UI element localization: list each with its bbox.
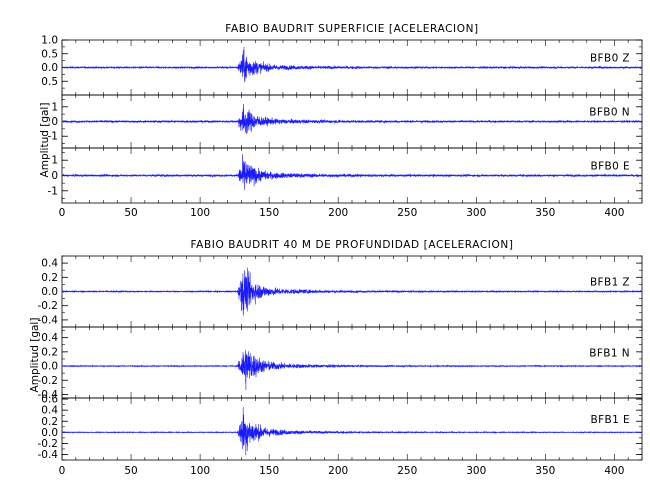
- x-tick-label: 200: [328, 465, 348, 477]
- x-tick-label: 100: [190, 207, 210, 219]
- x-tick-label: 200: [328, 207, 348, 219]
- panel-bfb1-e: -0.4-0.20.00.20.40.6 BFB1 E: [38, 394, 643, 461]
- panel-frame: [61, 326, 643, 399]
- x-tick-label: 300: [466, 465, 486, 477]
- x-tick-label: 150: [259, 465, 279, 477]
- x-tick-label: 0: [59, 207, 66, 219]
- y-tick-label: -1: [48, 131, 58, 143]
- y-tick-label: 0.4: [41, 258, 58, 270]
- waveform-bfb1-z: [61, 267, 643, 316]
- y-tick-label: 0.5: [41, 76, 58, 88]
- x-tick-label: 50: [124, 207, 137, 219]
- chart-title: FABIO BAUDRIT SUPERFICIE [ACELERACION]: [225, 23, 478, 35]
- y-tick-label: 0.0: [41, 62, 58, 74]
- y-tick-label: 0.4: [41, 332, 58, 344]
- y-tick-label: 0.6: [41, 394, 58, 406]
- panel-bfb1-n: -0.4 -0.2 0.0 0.2 0.4 BFB1 N: [38, 326, 643, 401]
- y-tick-label: 1.0: [41, 35, 58, 47]
- x-tick-label: 300: [466, 207, 486, 219]
- waveform-bfb0-n: [61, 103, 643, 135]
- waveform-bfb0-z: [61, 46, 643, 83]
- x-tick-label: 100: [190, 465, 210, 477]
- y-tick-label: 0.2: [41, 346, 58, 358]
- y-tick-label: 0: [51, 116, 58, 128]
- chart-figure-1: FABIO BAUDRIT SUPERFICIE [ACELERACION] Am…: [39, 23, 643, 219]
- y-tick-label: -1: [48, 185, 58, 197]
- x-tick-label: 400: [604, 207, 624, 219]
- y-tick-label: 0: [51, 170, 58, 182]
- station-label: BFB1 E: [591, 414, 631, 426]
- y-tick-label: 0.2: [41, 272, 58, 284]
- station-label: BFB0 N: [589, 107, 630, 119]
- y-axis-label: Amplitud [gal]: [29, 318, 41, 393]
- station-label: BFB0 Z: [590, 53, 630, 65]
- x-tick-label: 250: [397, 207, 417, 219]
- y-tick-label: -0.2: [38, 300, 59, 312]
- panel-frame: [61, 397, 643, 461]
- y-axis-label: Amplitud [gal]: [39, 103, 51, 178]
- y-tick-label: 0.0: [41, 361, 58, 373]
- x-tick-label: 350: [535, 465, 555, 477]
- y-tick-label: 0.4: [41, 405, 58, 417]
- x-tick-label: 150: [259, 207, 279, 219]
- x-tick-label: 250: [397, 465, 417, 477]
- y-tick-label: -0.4: [38, 389, 59, 401]
- x-tick-label: 350: [535, 207, 555, 219]
- y-tick-label: 0.0: [41, 427, 58, 439]
- y-tick-label: 0.0: [41, 286, 58, 298]
- y-tick-label: 0.5: [41, 48, 58, 60]
- x-tick-label: 400: [604, 465, 624, 477]
- y-tick-label: 1: [51, 155, 58, 167]
- x-tick-label: 50: [124, 465, 137, 477]
- station-label: BFB1 Z: [590, 277, 630, 289]
- y-tick-label: -0.4: [38, 449, 59, 461]
- waveform-bfb0-e: [61, 154, 643, 191]
- y-tick-label: -0.2: [38, 438, 59, 450]
- y-tick-label: 0.2: [41, 416, 58, 428]
- panel-bfb0-n: -1 0 1 BFB0 N: [48, 94, 643, 149]
- panel-bfb0-e: -1 0 1 BFB0 E: [48, 147, 643, 204]
- panel-bfb1-z: -0.4 -0.2 0.0 0.2 0.4 BFB1 Z: [38, 255, 643, 328]
- y-tick-label: -0.2: [38, 375, 59, 387]
- waveform-bfb1-n: [61, 350, 643, 390]
- y-tick-label: 1: [51, 101, 58, 113]
- chart-title: FABIO BAUDRIT 40 M DE PROFUNDIDAD [ACELE…: [190, 239, 513, 251]
- y-tick-label: -0.4: [38, 314, 59, 326]
- chart-figure-2: FABIO BAUDRIT 40 M DE PROFUNDIDAD [ACELE…: [29, 239, 643, 477]
- x-tick-label: 0: [59, 465, 66, 477]
- station-label: BFB1 N: [589, 348, 630, 360]
- station-label: BFB0 E: [591, 161, 631, 173]
- waveform-bfb1-e: [61, 407, 643, 456]
